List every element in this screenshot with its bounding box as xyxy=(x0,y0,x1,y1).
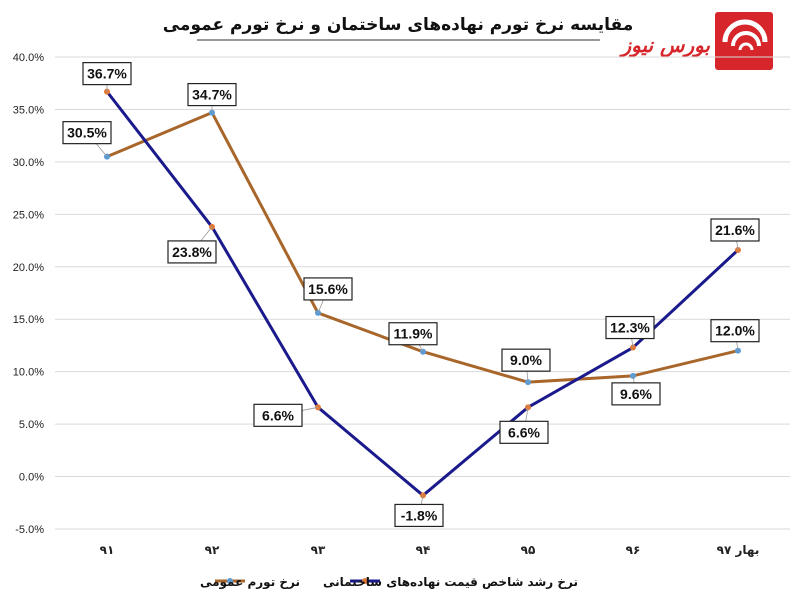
data-label-text: 15.6% xyxy=(308,281,348,297)
gridlines xyxy=(55,56,790,530)
y-tick-label: 20.0% xyxy=(13,262,44,274)
x-axis-ticks: ۹۱ ۹۲ ۹۳ ۹۴ ۹۵ ۹۶ بهار ۹۷ xyxy=(100,543,760,557)
data-label: 9.6% xyxy=(611,375,661,406)
y-tick-label: 5.0% xyxy=(19,419,44,431)
data-label-text: 12.0% xyxy=(715,323,755,339)
chart-title: مقایسه نرخ تورم نهاده‌های ساختمان و نرخ … xyxy=(163,15,634,35)
data-label: 6.6% xyxy=(253,403,319,427)
legend: نرخ تورم عمومی نرخ رشد شاخص قیمت نهاده‌ها… xyxy=(200,575,578,590)
x-tick-label: ۹۴ xyxy=(416,543,431,557)
x-tick-label: بهار ۹۷ xyxy=(717,543,760,557)
series-line-construction-inputs xyxy=(105,90,740,497)
y-tick-label: 10.0% xyxy=(13,367,44,379)
data-label-text: 34.7% xyxy=(192,87,232,103)
data-label: -1.8% xyxy=(394,495,444,528)
data-label-text: 21.6% xyxy=(715,222,755,238)
data-label: 30.5% xyxy=(62,121,112,157)
logo-text: بورس نیوز xyxy=(618,33,710,58)
data-labels: 30.5% 34.7% 15.6% 11.9% 9.0% 9.6% 12.0% 36.7% 23… xyxy=(62,62,760,528)
y-tick-label: 30.0% xyxy=(13,157,44,169)
x-tick-label: ۹۵ xyxy=(521,543,536,557)
y-tick-label: 25.0% xyxy=(13,209,44,221)
legend-item-general-inflation: نرخ تورم عمومی xyxy=(200,575,300,590)
y-tick-label: 15.0% xyxy=(13,314,44,326)
legend-label: نرخ رشد شاخص قیمت نهاده‌های ساختمانی xyxy=(323,575,578,589)
data-label: 12.3% xyxy=(605,315,655,348)
data-label: 9.0% xyxy=(501,348,551,383)
data-label: 11.9% xyxy=(388,322,438,352)
data-label: 15.6% xyxy=(303,277,353,314)
y-tick-label: -5.0% xyxy=(15,524,44,536)
data-label: 34.7% xyxy=(187,82,237,113)
data-label: 6.6% xyxy=(499,407,549,444)
data-label-text: 11.9% xyxy=(394,326,433,342)
y-tick-label: 35.0% xyxy=(13,104,44,116)
y-axis-ticks: -5.0% 0.0% 5.0% 10.0% 15.0% 20.0% 25.0% 30.0% 35… xyxy=(13,52,44,536)
x-tick-label: ۹۱ xyxy=(100,543,115,557)
data-label-text: 30.5% xyxy=(67,125,107,141)
data-label-text: 23.8% xyxy=(172,244,212,260)
x-tick-label: ۹۶ xyxy=(626,543,641,557)
data-label-text: -1.8% xyxy=(401,507,438,523)
data-label-text: 6.6% xyxy=(508,424,540,440)
data-label-text: 12.3% xyxy=(610,320,650,336)
data-label: 23.8% xyxy=(167,226,217,264)
series-lines xyxy=(104,88,741,499)
x-tick-label: ۹۳ xyxy=(311,543,326,557)
data-label-text: 9.0% xyxy=(510,352,542,368)
x-tick-label: ۹۲ xyxy=(205,543,220,557)
legend-label: نرخ تورم عمومی xyxy=(200,575,300,590)
data-label-text: 9.6% xyxy=(620,386,652,402)
brand-logo: بورس نیوز xyxy=(618,12,773,70)
data-label: 21.6% xyxy=(710,218,760,251)
data-label: 12.0% xyxy=(710,319,760,351)
legend-item-construction-inputs: نرخ رشد شاخص قیمت نهاده‌های ساختمانی xyxy=(323,575,578,589)
data-label-text: 36.7% xyxy=(87,66,127,82)
data-label-text: 6.6% xyxy=(262,407,294,423)
y-tick-label: 0.0% xyxy=(19,472,44,484)
data-label: 36.7% xyxy=(82,62,132,92)
y-tick-label: 40.0% xyxy=(13,52,44,64)
